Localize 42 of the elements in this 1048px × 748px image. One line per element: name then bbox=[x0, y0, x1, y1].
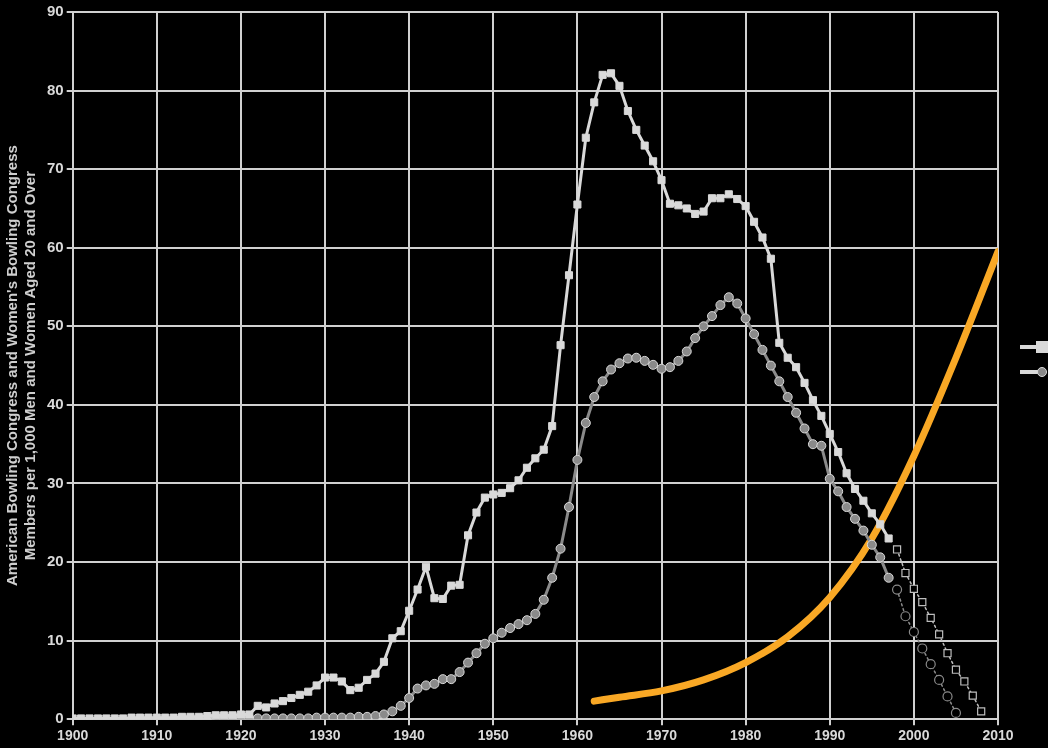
x-tick-label: 2000 bbox=[898, 727, 930, 744]
point bbox=[909, 584, 919, 593]
point bbox=[960, 677, 969, 686]
point bbox=[891, 584, 903, 595]
y-tick-label: 90 bbox=[47, 2, 64, 20]
x-tick-label: 1920 bbox=[225, 727, 257, 744]
point bbox=[977, 707, 986, 716]
point bbox=[951, 665, 961, 674]
point bbox=[901, 568, 910, 578]
x-tick-label: 1910 bbox=[141, 727, 173, 744]
y-tick-label: 70 bbox=[47, 159, 64, 177]
point bbox=[934, 630, 944, 639]
point bbox=[926, 613, 935, 622]
point bbox=[892, 545, 902, 554]
point bbox=[917, 643, 928, 654]
x-tick-label: 1930 bbox=[309, 727, 341, 744]
y-tick-label: 80 bbox=[47, 80, 64, 98]
x-tick-label: 1900 bbox=[57, 727, 89, 744]
point bbox=[900, 611, 911, 622]
x-tick-label: 1990 bbox=[814, 727, 846, 744]
x-tick-label: 1970 bbox=[645, 727, 678, 744]
point bbox=[925, 659, 936, 670]
point bbox=[968, 691, 977, 700]
point bbox=[943, 649, 952, 658]
x-tick-label: 1950 bbox=[477, 727, 510, 744]
y-tick-label: 10 bbox=[47, 630, 64, 648]
y-tick-label: 0 bbox=[55, 709, 64, 727]
y-tick-label: 30 bbox=[47, 473, 64, 491]
point bbox=[908, 626, 919, 638]
point bbox=[942, 691, 953, 702]
point bbox=[918, 597, 927, 607]
x-tick-label: 1940 bbox=[393, 727, 425, 744]
y-tick-label: 50 bbox=[47, 316, 64, 334]
x-tick-label: 1960 bbox=[561, 727, 594, 744]
y-tick-label: 40 bbox=[47, 395, 64, 413]
y-axis-title: American Bowling Congress and Women's Bowling Congress Members per 1,000 Men and Women Aged 20 and Over bbox=[3, 145, 39, 587]
y-tick-label: 60 bbox=[47, 237, 64, 255]
x-tick-label: 1980 bbox=[730, 727, 762, 744]
point bbox=[950, 707, 962, 719]
x-tick-label: 2010 bbox=[982, 727, 1014, 744]
point bbox=[934, 674, 945, 686]
y-tick-label: 20 bbox=[47, 552, 64, 570]
